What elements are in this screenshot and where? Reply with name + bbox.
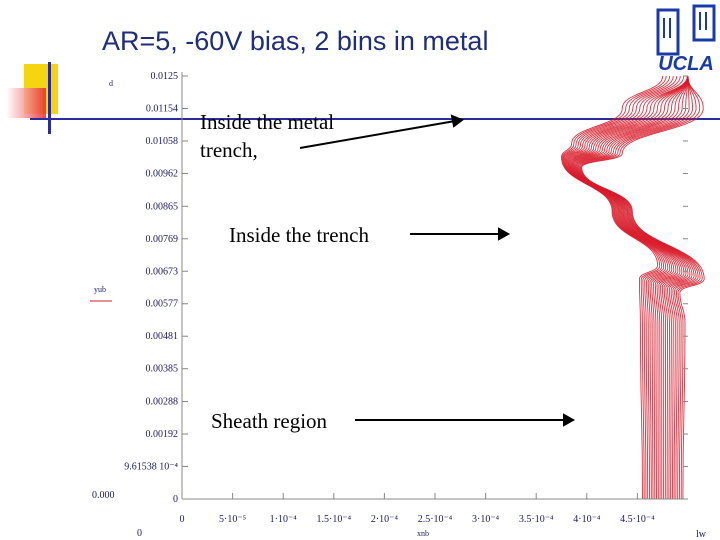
y-tick-label: 0.00385 (146, 364, 179, 375)
slide-title: AR=5, -60V bias, 2 bins in metal (102, 26, 489, 56)
y-tick-label: 0.00288 (146, 397, 179, 408)
bottom-left-zero-label: 0 (137, 528, 142, 539)
trajectory-line (569, 75, 689, 500)
annotation-sheath: Sheath region (211, 407, 327, 435)
y-tick-label: 0.00673 (146, 266, 179, 277)
trajectory-line (563, 75, 674, 500)
x-end-label: lw (696, 529, 707, 540)
trajectory-line (565, 75, 681, 500)
y-tick-label: 0.00865 (146, 201, 179, 212)
y-tick-label: 0.01154 (146, 103, 178, 114)
arrow-sheath-head (563, 413, 576, 427)
trajectory-line (577, 75, 697, 500)
deco-red-square (6, 88, 46, 118)
y-tick-label: 0.00481 (146, 331, 179, 342)
ucla-logo: UCLA (656, 4, 716, 75)
y-tick-label: 0.00962 (146, 168, 179, 179)
trajectory-line (567, 75, 688, 500)
trajectory-line (578, 75, 699, 500)
x-tick-label: 1·10⁻⁴ (270, 514, 298, 525)
annotation-trench-line: Inside the trench (229, 223, 369, 247)
y-tick-labels: 0.0125 0.01154 0.01058 0.00962 0.00865 0.0076… (124, 71, 688, 505)
x-tick-label: 0 (180, 514, 185, 525)
y-tick-label: 0.00769 (146, 234, 179, 245)
y-tick-label: 0.00192 (146, 429, 179, 440)
annotation-trench: Inside the trench (229, 221, 369, 249)
annotation-metal-line-2: trench, (200, 138, 258, 162)
trajectory-line (564, 75, 678, 500)
x-tick-label: 1.5·10⁻⁴ (316, 514, 351, 525)
trajectory-series-group (561, 75, 705, 500)
trajectory-line (571, 75, 689, 500)
trajectory-line (576, 75, 693, 500)
trajectory-line (576, 75, 695, 500)
trajectory-line (575, 75, 691, 500)
trajectory-line (580, 75, 703, 500)
x-tick-label: 3.5·10⁻⁴ (519, 514, 554, 525)
trajectory-line (561, 75, 667, 500)
x-tick-label: 4·10⁻⁴ (573, 514, 601, 525)
annotation-arrows (299, 114, 576, 427)
x-tick-label: 4.5·10⁻⁴ (620, 514, 655, 525)
x-axis-label: xnb (417, 529, 429, 538)
y-tick-label: 9.61538 10⁻⁴ (124, 461, 178, 472)
deco-blue-horizontal-line (30, 118, 720, 120)
arrow-metal-head (450, 114, 465, 128)
trajectory-line (572, 75, 689, 500)
arrow-trench-head (498, 227, 511, 241)
deco-blue-vertical-line (48, 62, 51, 134)
annotation-metal-line-1: Inside the metal (200, 110, 335, 134)
left-zero-label: 0.000 (92, 490, 115, 501)
y-top-label: d (109, 79, 113, 88)
trajectory-line (579, 75, 701, 500)
trajectory-line (570, 75, 689, 500)
trajectory-line (574, 75, 689, 500)
y-tick-label: 0.0125 (151, 71, 179, 82)
trajectory-line (568, 75, 689, 500)
y-axis-label: yub (94, 285, 106, 294)
x-tick-label: 3·10⁻⁴ (472, 514, 500, 525)
x-tick-label: 2·10⁻⁴ (371, 514, 399, 525)
trajectory-line (573, 75, 689, 500)
arrow-metal (299, 120, 456, 149)
y-tick-label: 0.01058 (146, 136, 179, 147)
trajectory-line (566, 75, 685, 500)
annotation-sheath-line: Sheath region (211, 409, 328, 433)
y-tick-label: 0.00577 (146, 299, 179, 310)
annotation-metal-trench: Inside the metal trench, (200, 108, 334, 164)
x-tick-labels: 0 5·10⁻⁵ 1·10⁻⁴ 1.5·10⁻⁴ 2·10⁻⁴ 2.5·10⁻⁴ 3·10⁻… (180, 493, 655, 525)
y-tick-label: 0 (173, 494, 178, 505)
logo-text: UCLA (658, 53, 714, 75)
trajectory-line (561, 75, 664, 500)
trajectory-line (568, 75, 689, 500)
trajectory-line (562, 75, 671, 500)
trajectory-line (581, 75, 705, 500)
x-tick-label: 5·10⁻⁵ (219, 514, 246, 525)
x-tick-label: 2.5·10⁻⁴ (418, 514, 453, 525)
